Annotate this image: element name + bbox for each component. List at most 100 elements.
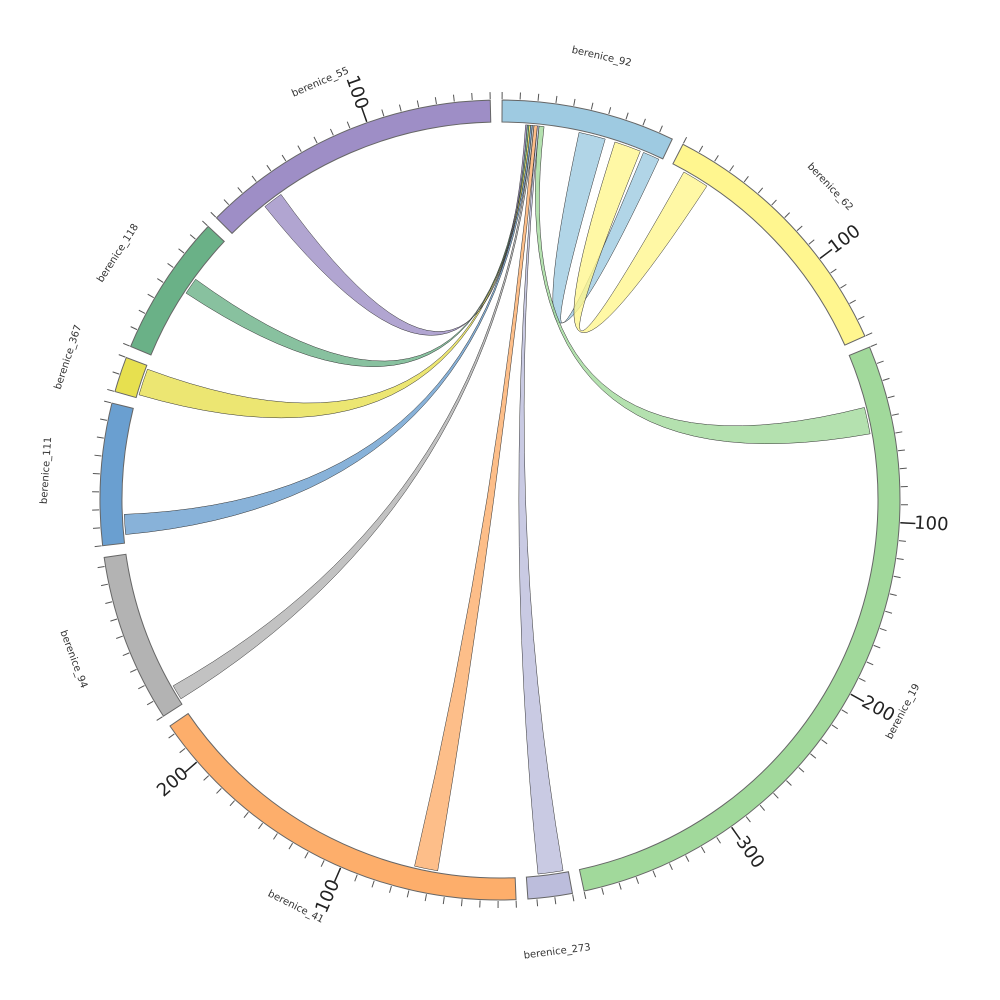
link xyxy=(518,125,564,875)
minor-tick xyxy=(157,278,164,283)
minor-tick xyxy=(243,811,249,818)
sector-arc xyxy=(525,871,574,900)
minor-tick xyxy=(716,837,721,844)
sector-arc xyxy=(672,143,866,346)
minor-tick xyxy=(882,377,890,381)
minor-tick xyxy=(857,315,865,320)
minor-tick xyxy=(94,454,102,457)
minor-tick xyxy=(100,418,108,421)
minor-tick xyxy=(896,558,904,561)
minor-tick xyxy=(138,685,145,690)
minor-tick xyxy=(178,248,185,254)
link xyxy=(264,124,528,336)
minor-tick xyxy=(97,566,105,569)
minor-tick xyxy=(371,880,375,888)
sector-name: berenice_55 xyxy=(290,65,350,99)
minor-tick xyxy=(858,677,866,682)
minor-tick xyxy=(406,890,410,898)
major-tick xyxy=(361,107,368,123)
minor-tick xyxy=(759,804,766,811)
minor-tick xyxy=(156,716,163,721)
minor-tick xyxy=(700,846,706,854)
minor-tick xyxy=(625,112,629,120)
minor-tick xyxy=(107,388,115,392)
minor-tick xyxy=(635,876,640,884)
minor-tick xyxy=(572,894,575,902)
sector-name: berenice_62 xyxy=(805,161,855,213)
minor-tick xyxy=(771,199,777,206)
minor-tick xyxy=(147,293,154,299)
minor-tick xyxy=(297,145,302,152)
link xyxy=(414,125,538,872)
minor-tick xyxy=(122,652,130,657)
sector-arc xyxy=(114,356,148,399)
minor-tick xyxy=(714,155,719,162)
minor-tick xyxy=(216,788,222,794)
tick-label: 100 xyxy=(824,221,864,258)
minor-tick xyxy=(424,894,427,902)
minor-tick xyxy=(891,413,899,416)
minor-tick xyxy=(784,212,791,218)
minor-tick xyxy=(288,842,293,850)
sector-name: berenice_92 xyxy=(571,45,633,69)
minor-tick xyxy=(537,93,540,101)
sector-arc xyxy=(103,553,183,717)
minor-tick xyxy=(416,100,420,108)
minor-tick xyxy=(258,822,264,830)
minor-tick xyxy=(104,400,112,404)
minor-tick xyxy=(381,109,385,117)
minor-tick xyxy=(601,887,605,895)
sector-arc xyxy=(215,99,492,235)
tick-label: 300 xyxy=(731,832,768,872)
minor-tick xyxy=(554,897,557,905)
minor-tick xyxy=(897,449,905,452)
minor-tick xyxy=(573,98,576,106)
minor-tick xyxy=(895,431,903,434)
minor-tick xyxy=(682,136,688,144)
minor-tick xyxy=(116,635,123,639)
minor-tick xyxy=(129,668,137,673)
minor-tick xyxy=(659,125,663,133)
sector-name: berenice_367 xyxy=(53,324,85,391)
link xyxy=(573,141,708,333)
minor-tick xyxy=(841,709,848,714)
minor-tick xyxy=(179,747,186,754)
minor-tick xyxy=(893,575,901,579)
tick-label: 100 xyxy=(311,876,344,916)
minor-tick xyxy=(281,154,287,162)
minor-tick xyxy=(130,326,138,331)
minor-tick xyxy=(94,545,102,548)
minor-tick xyxy=(608,107,612,115)
minor-tick xyxy=(898,540,906,542)
tick-label: 200 xyxy=(153,763,193,801)
major-tick xyxy=(731,826,741,840)
minor-tick xyxy=(889,593,897,596)
sector-name: berenice_111 xyxy=(39,436,54,504)
minor-tick xyxy=(189,234,196,240)
minor-tick xyxy=(123,342,130,347)
minor-tick xyxy=(555,95,558,103)
minor-tick xyxy=(840,283,847,289)
minor-tick xyxy=(876,360,884,364)
minor-tick xyxy=(773,792,779,799)
sector-arc xyxy=(169,712,517,901)
minor-tick xyxy=(536,899,539,907)
minor-tick xyxy=(313,136,318,144)
minor-tick xyxy=(808,239,815,245)
minor-tick xyxy=(138,309,146,314)
sector-name: berenice_118 xyxy=(95,222,141,285)
sector-arc xyxy=(578,346,901,892)
minor-tick xyxy=(223,199,230,206)
major-tick xyxy=(819,248,833,259)
tick-label: 100 xyxy=(914,513,949,536)
tick-label: 100 xyxy=(341,73,372,112)
minor-tick xyxy=(885,610,893,614)
minor-tick xyxy=(112,371,120,375)
minor-tick xyxy=(96,436,104,439)
minor-tick xyxy=(118,354,126,358)
minor-tick xyxy=(273,833,278,840)
minor-tick xyxy=(757,187,764,194)
link xyxy=(172,125,535,700)
minor-tick xyxy=(442,897,445,905)
minor-tick xyxy=(304,851,309,859)
